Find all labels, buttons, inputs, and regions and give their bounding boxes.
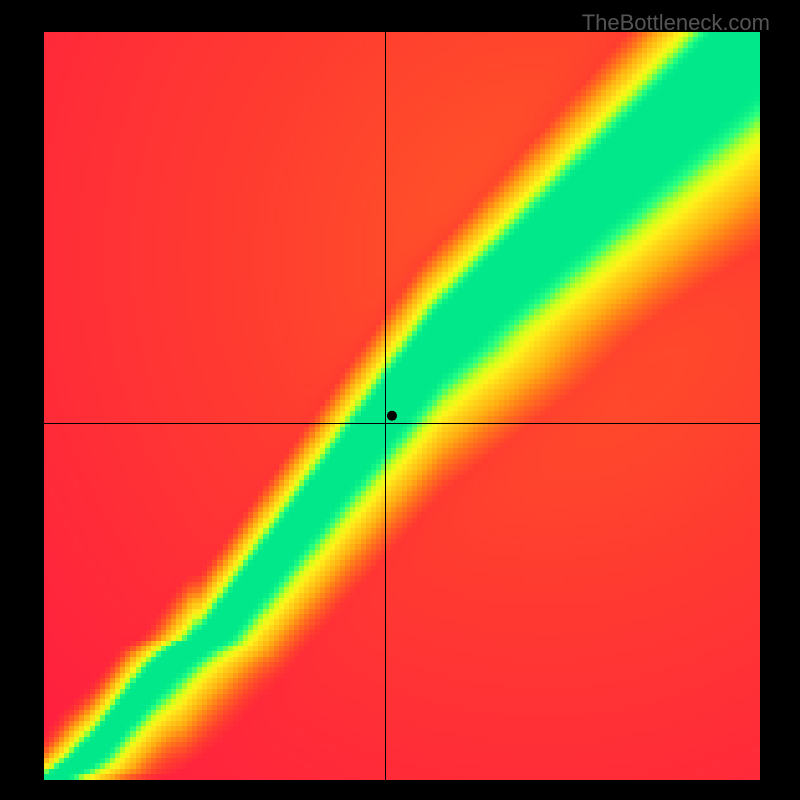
chart-container: TheBottleneck.com [0, 0, 800, 800]
watermark-text: TheBottleneck.com [582, 10, 770, 36]
bottleneck-heatmap [44, 32, 760, 780]
plot-area [44, 32, 760, 780]
